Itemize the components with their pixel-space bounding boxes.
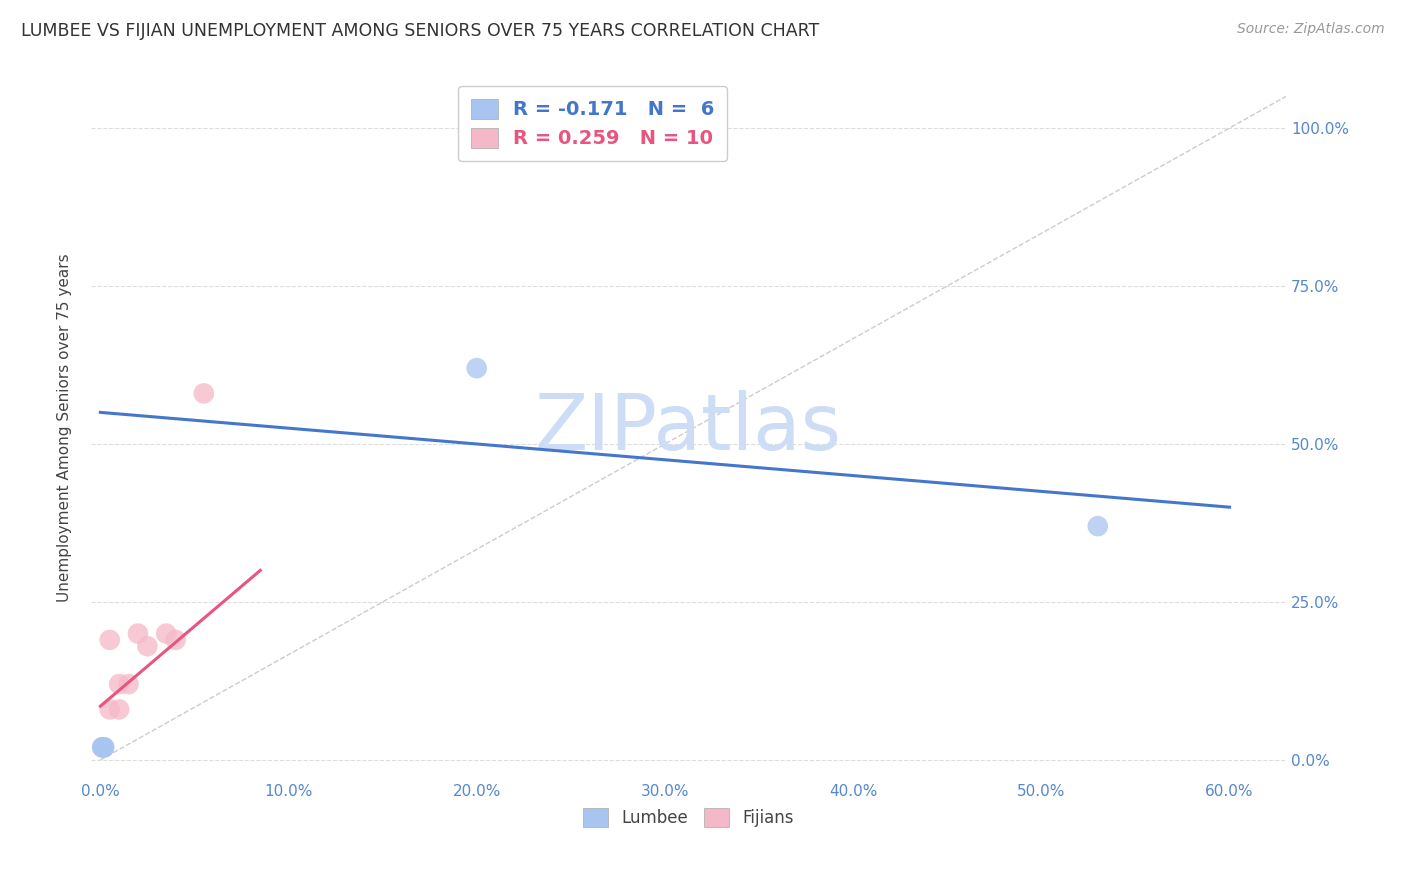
Legend: Lumbee, Fijians: Lumbee, Fijians <box>576 802 801 834</box>
Y-axis label: Unemployment Among Seniors over 75 years: Unemployment Among Seniors over 75 years <box>58 254 72 602</box>
Point <box>98 702 121 716</box>
Point <box>193 386 215 401</box>
Point <box>108 677 131 691</box>
Point <box>165 632 187 647</box>
Text: Source: ZipAtlas.com: Source: ZipAtlas.com <box>1237 22 1385 37</box>
Point <box>117 677 139 691</box>
Point <box>93 740 115 755</box>
Point <box>93 740 115 755</box>
Point <box>1087 519 1109 533</box>
Point <box>98 632 121 647</box>
Point <box>91 740 114 755</box>
Point <box>136 639 159 653</box>
Text: LUMBEE VS FIJIAN UNEMPLOYMENT AMONG SENIORS OVER 75 YEARS CORRELATION CHART: LUMBEE VS FIJIAN UNEMPLOYMENT AMONG SENI… <box>21 22 820 40</box>
Point <box>91 740 114 755</box>
Point <box>465 361 488 376</box>
Point <box>155 626 177 640</box>
Point <box>108 702 131 716</box>
Point <box>127 626 149 640</box>
Text: ZIPatlas: ZIPatlas <box>534 390 842 467</box>
